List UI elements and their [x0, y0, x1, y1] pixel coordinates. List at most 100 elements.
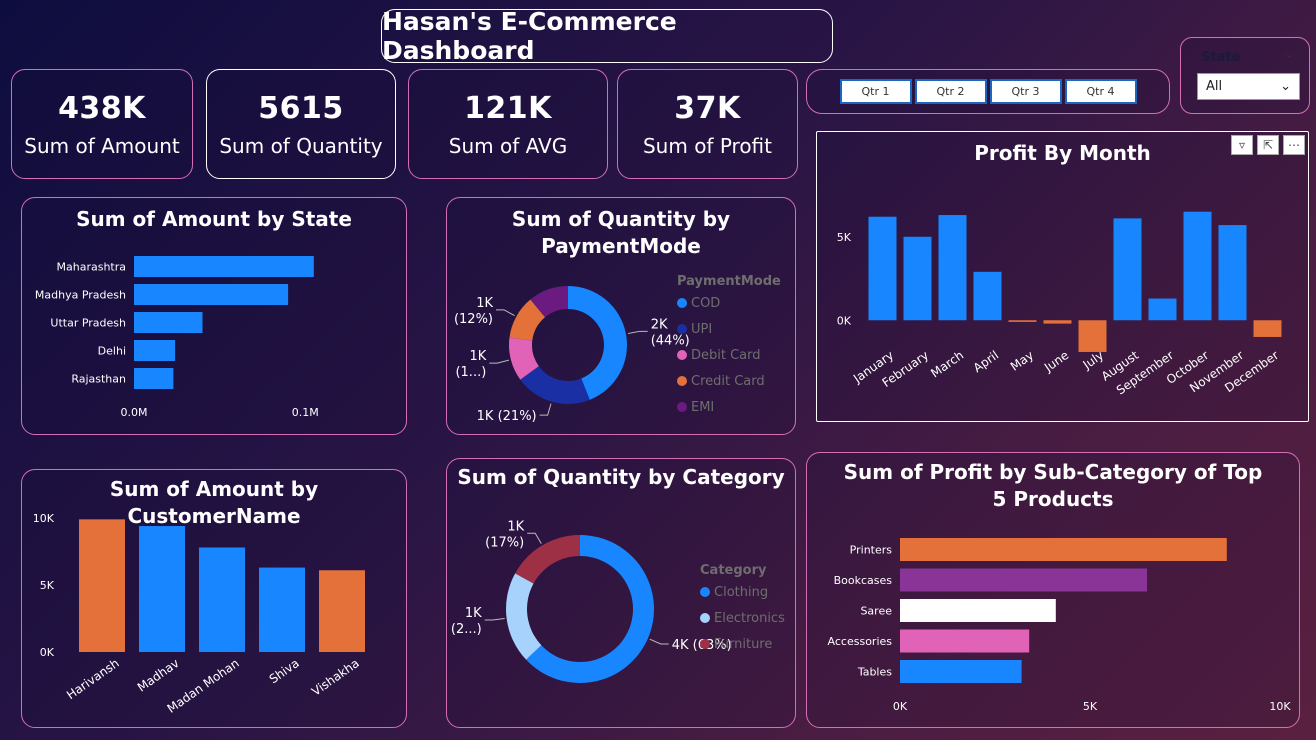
chart-title: Sum of Profit by Sub-Category of Top 5 P…	[843, 460, 1263, 511]
legend-label: Furniture	[714, 637, 772, 652]
bar	[134, 340, 176, 361]
bar	[1253, 320, 1282, 337]
bar	[134, 284, 289, 305]
category-label: April	[971, 348, 1002, 375]
legend-label: Credit Card	[691, 374, 765, 389]
kpi-value: 37K	[674, 90, 741, 126]
kpi-card-quantity: 5615 Sum of Quantity	[206, 69, 396, 179]
data-label: (12%)	[454, 312, 493, 327]
bar	[259, 567, 305, 652]
tick-label: 5K	[1083, 700, 1098, 713]
amount-by-state-card: Sum of Amount by State Maharashtra Madhya…	[21, 197, 407, 435]
legend-label: Clothing	[714, 585, 768, 600]
bar	[1183, 211, 1212, 321]
bar	[1078, 320, 1107, 352]
data-label: (44%)	[651, 333, 690, 348]
legend-marker	[677, 350, 687, 360]
category-label: June	[1041, 348, 1071, 375]
dashboard-title: Hasan's E-Commerce Dashboard	[381, 7, 833, 65]
kpi-card-amount: 438K Sum of Amount	[11, 69, 193, 179]
chart-title: Profit By Month	[974, 141, 1151, 165]
bar	[319, 570, 365, 652]
chevron-down-icon[interactable]: ⌄	[1284, 47, 1295, 62]
bar	[938, 215, 967, 321]
data-label: 2K	[651, 317, 668, 332]
donut-slice	[520, 366, 590, 404]
bar	[1113, 218, 1142, 321]
category-label: Shiva	[267, 656, 302, 686]
profit-by-subcategory-card: Sum of Profit by Sub-Category of Top 5 P…	[806, 452, 1300, 728]
category-label: May	[1008, 348, 1036, 374]
leader-line	[489, 359, 510, 364]
filter-icon[interactable]: ▿	[1231, 135, 1253, 155]
bar	[134, 256, 314, 277]
amount-by-customer-card: Sum of Amount by CustomerName Harivansh M…	[21, 469, 407, 728]
bar	[868, 216, 897, 321]
data-label: 1K (21%)	[477, 409, 537, 424]
category-label: Tables	[857, 666, 892, 679]
data-label: 1K	[465, 606, 482, 621]
legend-label: UPI	[691, 322, 712, 337]
amount-by-state-chart: Maharashtra Madhya Pradesh Uttar Pradesh De…	[35, 256, 319, 419]
kpi-card-profit: 37K Sum of Profit	[617, 69, 798, 179]
legend-label: Electronics	[714, 611, 785, 626]
category-label: Uttar Pradesh	[50, 317, 126, 330]
bar	[900, 599, 1056, 622]
leader-line	[539, 403, 552, 416]
visual-toolbar: ▿ ⇱ ⋯	[1231, 135, 1305, 155]
leader-line	[527, 532, 542, 544]
profit-by-month-card: ▿ ⇱ ⋯ Profit By Month January February Mar…	[816, 131, 1309, 422]
chart-title: Sum of Amount by State	[76, 207, 352, 231]
tick-label: 10K	[33, 512, 55, 525]
donut-slice	[568, 286, 627, 400]
kpi-value: 121K	[464, 90, 552, 126]
qtr-4-button[interactable]: Qtr 4	[1064, 79, 1137, 104]
quarter-slicer: Qtr 1 Qtr 2 Qtr 3 Qtr 4	[806, 69, 1170, 114]
data-label: 1K	[476, 296, 493, 311]
bar	[903, 236, 932, 321]
donut-slice	[530, 286, 568, 318]
tick-label: 10K	[1269, 700, 1291, 713]
legend-title: Category	[700, 563, 767, 578]
category-label: Bookcases	[834, 574, 893, 587]
category-label: Madhya Pradesh	[35, 289, 126, 302]
bar	[973, 271, 1002, 321]
legend-marker	[700, 639, 710, 649]
more-options-icon[interactable]: ⋯	[1283, 135, 1305, 155]
bar	[134, 368, 174, 389]
category-label: Maharashtra	[57, 261, 127, 274]
legend-marker	[677, 402, 687, 412]
focus-mode-icon[interactable]: ⇱	[1257, 135, 1279, 155]
category-label: Rajasthan	[71, 373, 126, 386]
chevron-down-icon: ⌄	[1280, 79, 1291, 94]
kpi-card-avg: 121K Sum of AVG	[408, 69, 608, 179]
qtr-1-button[interactable]: Qtr 1	[839, 79, 912, 104]
profit-by-subcategory-chart: Printers Bookcases Saree Accessories Tables 0…	[828, 538, 1291, 713]
qtr-3-button[interactable]: Qtr 3	[989, 79, 1062, 104]
legend-marker	[700, 613, 710, 623]
bar	[134, 312, 203, 333]
kpi-label: Sum of Profit	[642, 133, 772, 158]
leader-line	[649, 638, 669, 645]
tick-label: 0K	[837, 314, 852, 327]
bar	[199, 547, 245, 652]
state-slicer: State ⌄ All ⌄	[1180, 37, 1310, 114]
category-label: March	[928, 348, 966, 380]
quantity-by-category-card: Sum of Quantity by Category 4K (63%) 1K (2…	[446, 458, 796, 728]
data-label: (2...)	[451, 622, 482, 637]
kpi-value: 5615	[258, 90, 344, 126]
chart-title: Sum of Quantity by Category	[457, 465, 785, 489]
category-label: Accessories	[828, 635, 893, 648]
bar	[900, 568, 1147, 592]
tick-label: 5K	[837, 231, 852, 244]
qtr-2-button[interactable]: Qtr 2	[914, 79, 987, 104]
state-dropdown[interactable]: All ⌄	[1197, 73, 1300, 100]
category-label: Madhav	[135, 656, 182, 695]
tick-label: 0.1M	[292, 406, 319, 419]
data-label: 1K	[469, 349, 486, 364]
tick-label: 0.0M	[121, 406, 148, 419]
category-label: Harivansh	[64, 656, 122, 702]
bar	[1148, 298, 1177, 321]
